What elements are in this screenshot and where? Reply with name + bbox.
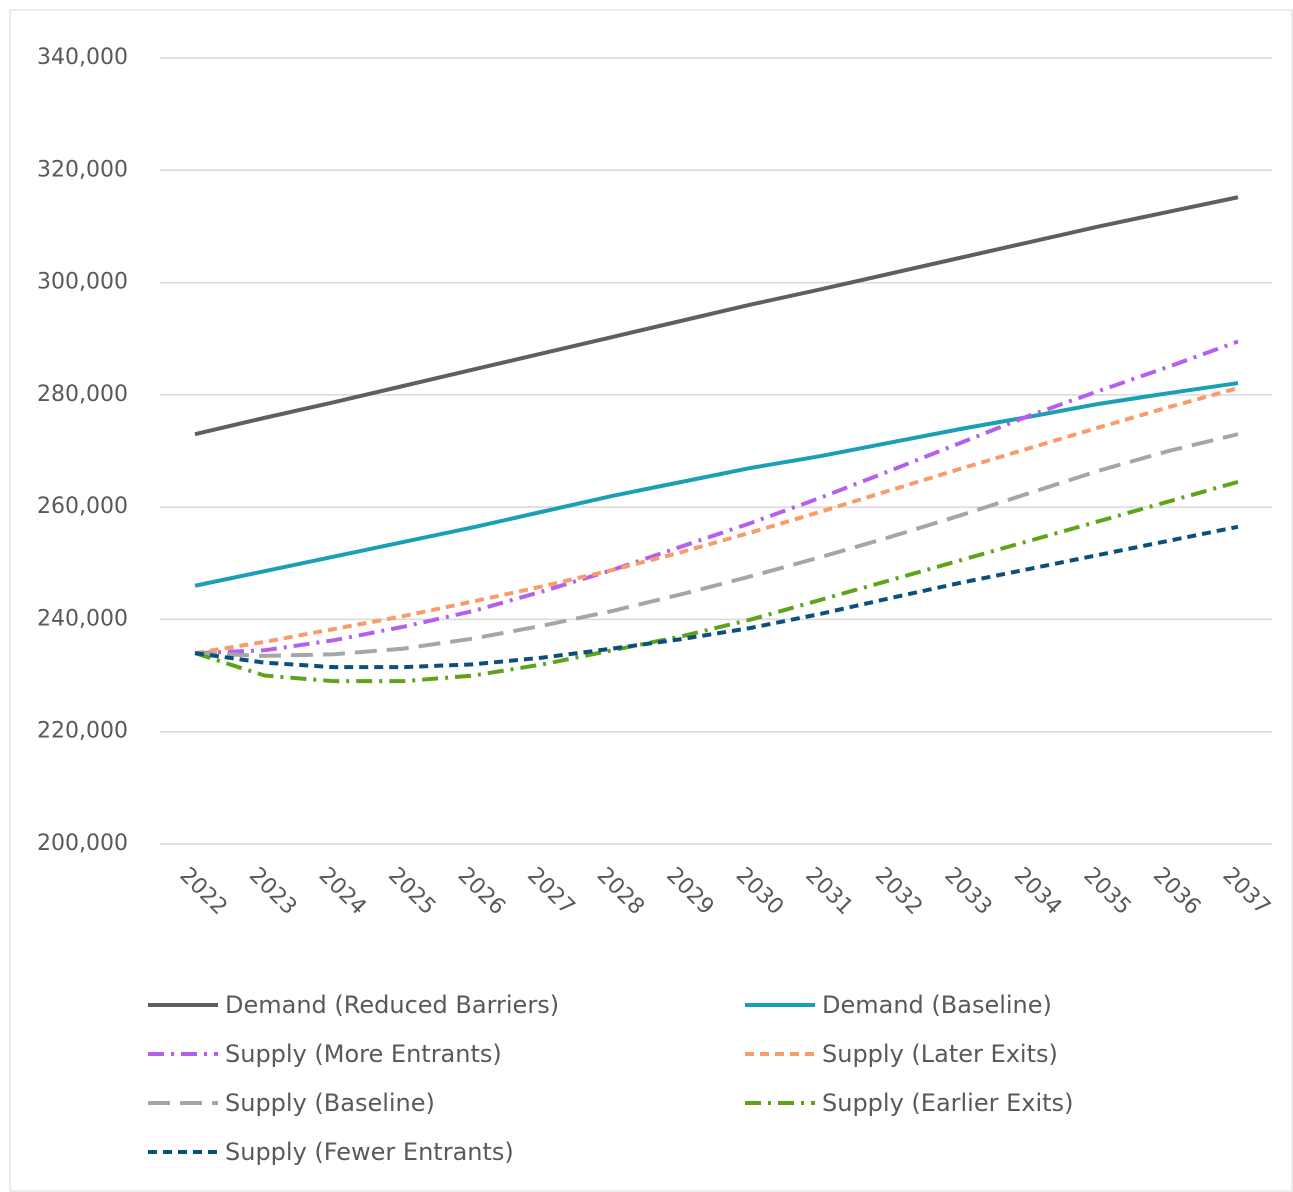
series-line [194,386,1239,656]
y-tick-label: 320,000 [37,157,128,182]
y-tick-label: 200,000 [37,831,128,856]
legend-label: Supply (Earlier Exits) [822,1089,1073,1117]
series-line [194,195,1239,437]
series-line [194,339,1239,656]
series-line [194,432,1239,658]
y-tick-label: 300,000 [37,270,128,295]
series-line [194,381,1239,588]
legend-label: Demand (Baseline) [822,991,1052,1019]
legend-label: Supply (Baseline) [225,1089,435,1117]
legend-label: Supply (More Entrants) [225,1040,502,1068]
y-tick-label: 280,000 [37,382,128,407]
y-tick-label: 240,000 [37,606,128,631]
y-tick-label: 340,000 [37,45,128,70]
legend-label: Demand (Reduced Barriers) [225,991,559,1019]
series-line [194,479,1239,684]
y-tick-label: 260,000 [37,494,128,519]
legend-label: Supply (Fewer Entrants) [225,1138,514,1166]
legend-label: Supply (Later Exits) [822,1040,1058,1068]
y-tick-label: 220,000 [37,719,128,744]
